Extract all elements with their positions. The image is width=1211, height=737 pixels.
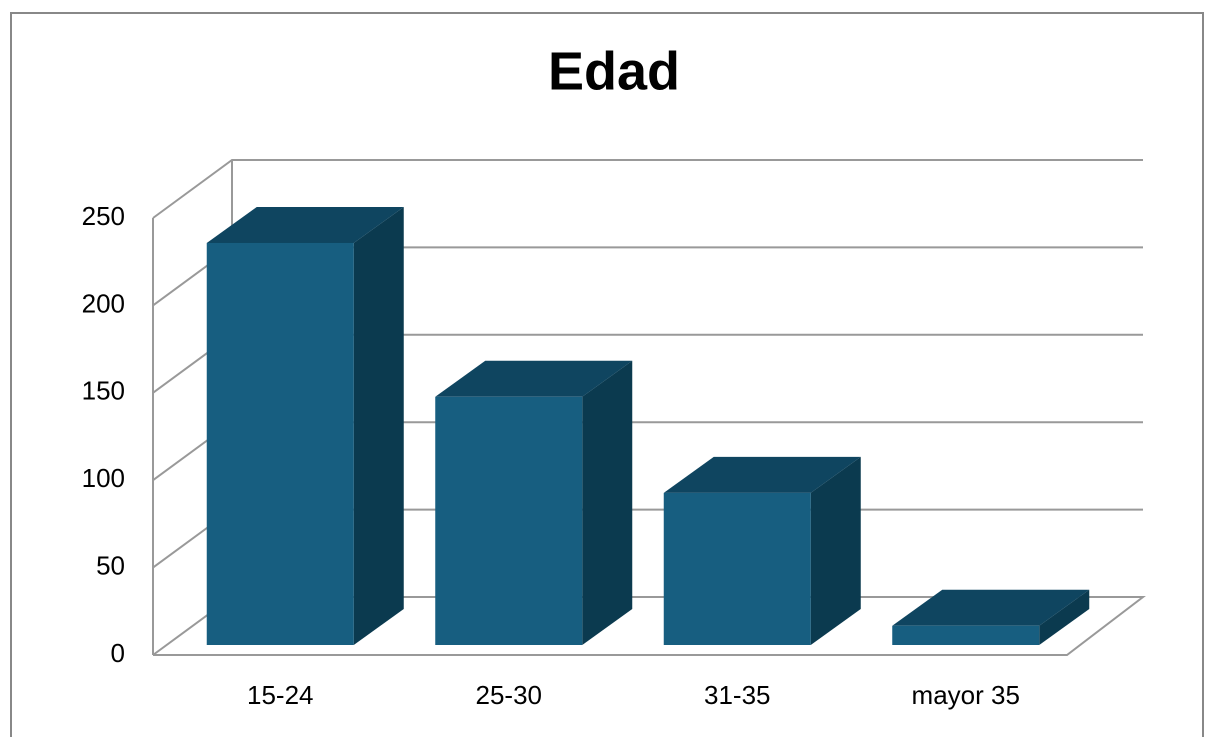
x-tick-label: mayor 35	[912, 680, 1020, 710]
chart-title: Edad	[548, 41, 680, 101]
bar-side	[582, 360, 633, 645]
x-tick-label: 25-30	[476, 680, 543, 710]
bar-top	[663, 456, 861, 493]
y-tick-label: 0	[111, 638, 125, 668]
bar	[206, 242, 354, 645]
bar-side	[353, 206, 404, 645]
bar-top	[206, 206, 404, 243]
x-tick-label: 31-35	[704, 680, 771, 710]
y-tick-label: 250	[82, 201, 125, 231]
bar-side	[1039, 589, 1090, 645]
bar	[892, 625, 1040, 645]
bar-top	[892, 589, 1090, 626]
y-tick-label: 150	[82, 376, 125, 406]
y-tick-label: 100	[82, 463, 125, 493]
bar	[663, 492, 811, 645]
bar-side	[810, 456, 861, 645]
bar	[435, 396, 583, 645]
grid-line	[152, 159, 1143, 219]
y-tick-label: 200	[82, 288, 125, 318]
x-tick-label: 15-24	[247, 680, 314, 710]
bar-top	[435, 360, 633, 397]
y-tick-label: 50	[96, 550, 125, 580]
